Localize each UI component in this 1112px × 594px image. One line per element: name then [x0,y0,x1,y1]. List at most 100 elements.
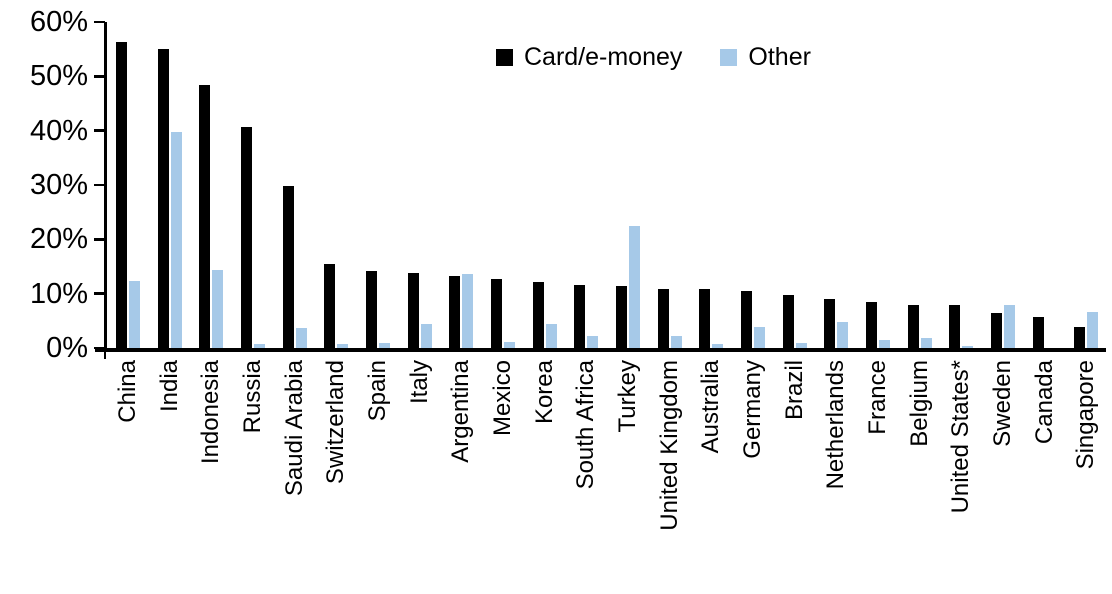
x-axis-origin-tick [104,352,106,359]
bar-other-germany [753,326,765,348]
x-label-singapore: Singapore [1072,360,1100,470]
bar-other-netherlands [837,321,849,348]
y-tick-60 [94,20,105,24]
bar-group-australia [690,22,732,348]
bar-group-indonesia [190,22,232,348]
x-label-saudi-arabia: Saudi Arabia [280,360,308,497]
bar-card-e-money-germany [740,291,752,348]
bar-other-russia [253,343,265,348]
x-label-cell-australia: Australia [690,360,732,590]
y-tick-50 [94,75,105,78]
bar-other-sweden [1003,304,1015,348]
y-tick-20 [94,238,105,241]
x-label-germany: Germany [738,360,766,459]
x-label-cell-switzerland: Switzerland [315,360,357,590]
x-label-cell-canada: Canada [1024,360,1066,590]
x-label-cell-brazil: Brazil [774,360,816,590]
y-tick-40 [94,129,105,132]
bar-card-e-money-spain [365,271,377,348]
x-label-cell-argentina: Argentina [440,360,482,590]
bar-group-south-africa [565,22,607,348]
bar-group-brazil [774,22,816,348]
bar-card-e-money-united-kingdom [657,288,669,348]
x-label-cell-sweden: Sweden [982,360,1024,590]
bar-group-sweden [982,22,1024,348]
x-label-cell-france: France [857,360,899,590]
x-label-cell-belgium: Belgium [899,360,941,590]
bar-card-e-money-canada [1032,316,1044,348]
x-label-cell-india: India [149,360,191,590]
bar-other-turkey [628,225,640,348]
x-label-korea: Korea [530,360,558,425]
bar-card-e-money-netherlands [824,298,836,348]
bar-group-united-states [940,22,982,348]
bar-card-e-money-china [115,41,127,348]
bar-group-belgium [899,22,941,348]
legend: Card/e-money Other [496,44,811,70]
y-tick-label-60: 60% [29,6,88,38]
bar-group-turkey [607,22,649,348]
x-label-cell-germany: Germany [732,360,774,590]
bar-group-italy [399,22,441,348]
bar-card-e-money-brazil [782,294,794,348]
x-label-china: China [113,360,141,423]
bar-card-e-money-france [865,301,877,348]
bar-group-india [149,22,191,348]
x-label-cell-singapore: Singapore [1065,360,1107,590]
bar-card-e-money-italy [407,272,419,348]
bar-card-e-money-switzerland [324,263,336,348]
bar-other-china [128,281,140,348]
bar-card-e-money-united-states [949,305,961,348]
plot-area [104,22,1107,348]
bar-other-argentina [462,273,474,348]
y-tick-label-50: 50% [29,60,88,93]
bar-other-belgium [920,337,932,348]
bar-card-e-money-india [157,48,169,348]
x-label-canada: Canada [1030,360,1058,445]
legend-swatch-card-e-money [496,48,513,66]
bar-group-canada [1024,22,1066,348]
x-label-belgium: Belgium [905,360,933,447]
bar-other-switzerland [337,344,349,348]
bar-other-indonesia [212,269,224,348]
x-label-argentina: Argentina [447,360,475,463]
bar-group-china [107,22,149,348]
bar-card-e-money-russia [240,127,252,348]
y-tick-label-0: 0% [46,332,88,364]
bar-card-e-money-turkey [615,286,627,348]
bar-other-saudi-arabia [295,327,307,348]
y-tick-label-10: 10% [29,277,88,310]
y-tick-10 [94,292,105,295]
x-label-spain: Spain [363,360,391,422]
bar-card-e-money-belgium [907,305,919,348]
x-label-netherlands: Netherlands [822,360,850,490]
bar-group-korea [524,22,566,348]
x-label-australia: Australia [697,360,725,454]
x-label-brazil: Brazil [780,360,808,421]
y-tick-label-40: 40% [29,114,88,147]
legend-swatch-other [720,48,738,66]
bar-card-e-money-argentina [449,276,461,348]
bar-other-singapore [1087,312,1099,348]
x-label-cell-indonesia: Indonesia [190,360,232,590]
y-tick-30 [94,183,105,187]
bar-group-spain [357,22,399,348]
bar-group-saudi-arabia [274,22,316,348]
x-label-cell-italy: Italy [399,360,441,590]
bar-card-e-money-australia [699,289,711,348]
x-label-cell-mexico: Mexico [482,360,524,590]
x-label-cell-saudi-arabia: Saudi Arabia [274,360,316,590]
bar-other-mexico [503,341,515,348]
bar-group-russia [232,22,274,348]
bar-other-south-africa [587,335,599,348]
x-label-cell-united-states: United States* [940,360,982,590]
x-label-france: France [863,360,891,435]
x-label-cell-china: China [107,360,149,590]
bar-other-united-kingdom [670,335,682,348]
x-label-south-africa: South Africa [572,360,600,490]
legend-label-card-e-money: Card/e-money [524,43,683,71]
x-label-switzerland: Switzerland [322,360,350,485]
x-label-india: India [155,360,183,413]
bar-card-e-money-singapore [1074,327,1086,348]
x-label-cell-turkey: Turkey [607,360,649,590]
